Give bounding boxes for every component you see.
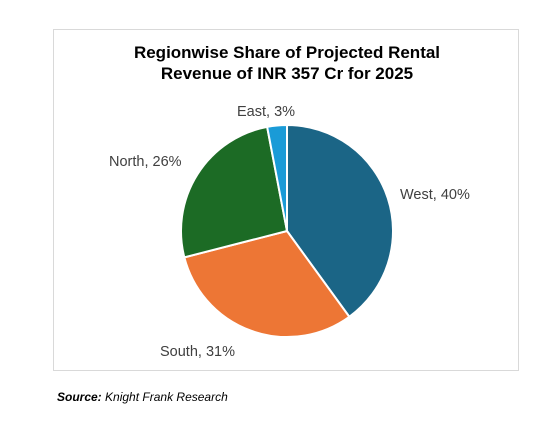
source-text: Knight Frank Research [105,390,228,404]
pie-label-south: South, 31% [160,344,235,360]
pie-slices [180,123,395,339]
chart-title-line-1: Regionwise Share of Projected Rental [133,43,441,62]
source-note: Source: Knight Frank Research [57,390,228,404]
pie-label-north: North, 26% [109,154,182,170]
source-prefix: Source: [57,390,102,404]
chart-title-line-2: Revenue of INR 357 Cr for 2025 [160,64,414,83]
chart-title: Regionwise Share of Projected Rental Rev… [54,42,520,84]
chart-frame: Regionwise Share of Projected Rental Rev… [53,29,519,371]
pie-labels: West, 40% South, 31% North, 26% East, 3% [109,104,470,360]
pie-slice-east [265,123,288,232]
pie-slice-north [180,125,289,259]
pie-slice-west [286,123,395,319]
pie-chart: West, 40% South, 31% North, 26% East, 3% [109,104,470,360]
pie-label-east: East, 3% [237,104,295,120]
pie-slice-south [183,229,351,339]
pie-label-west: West, 40% [400,187,470,203]
